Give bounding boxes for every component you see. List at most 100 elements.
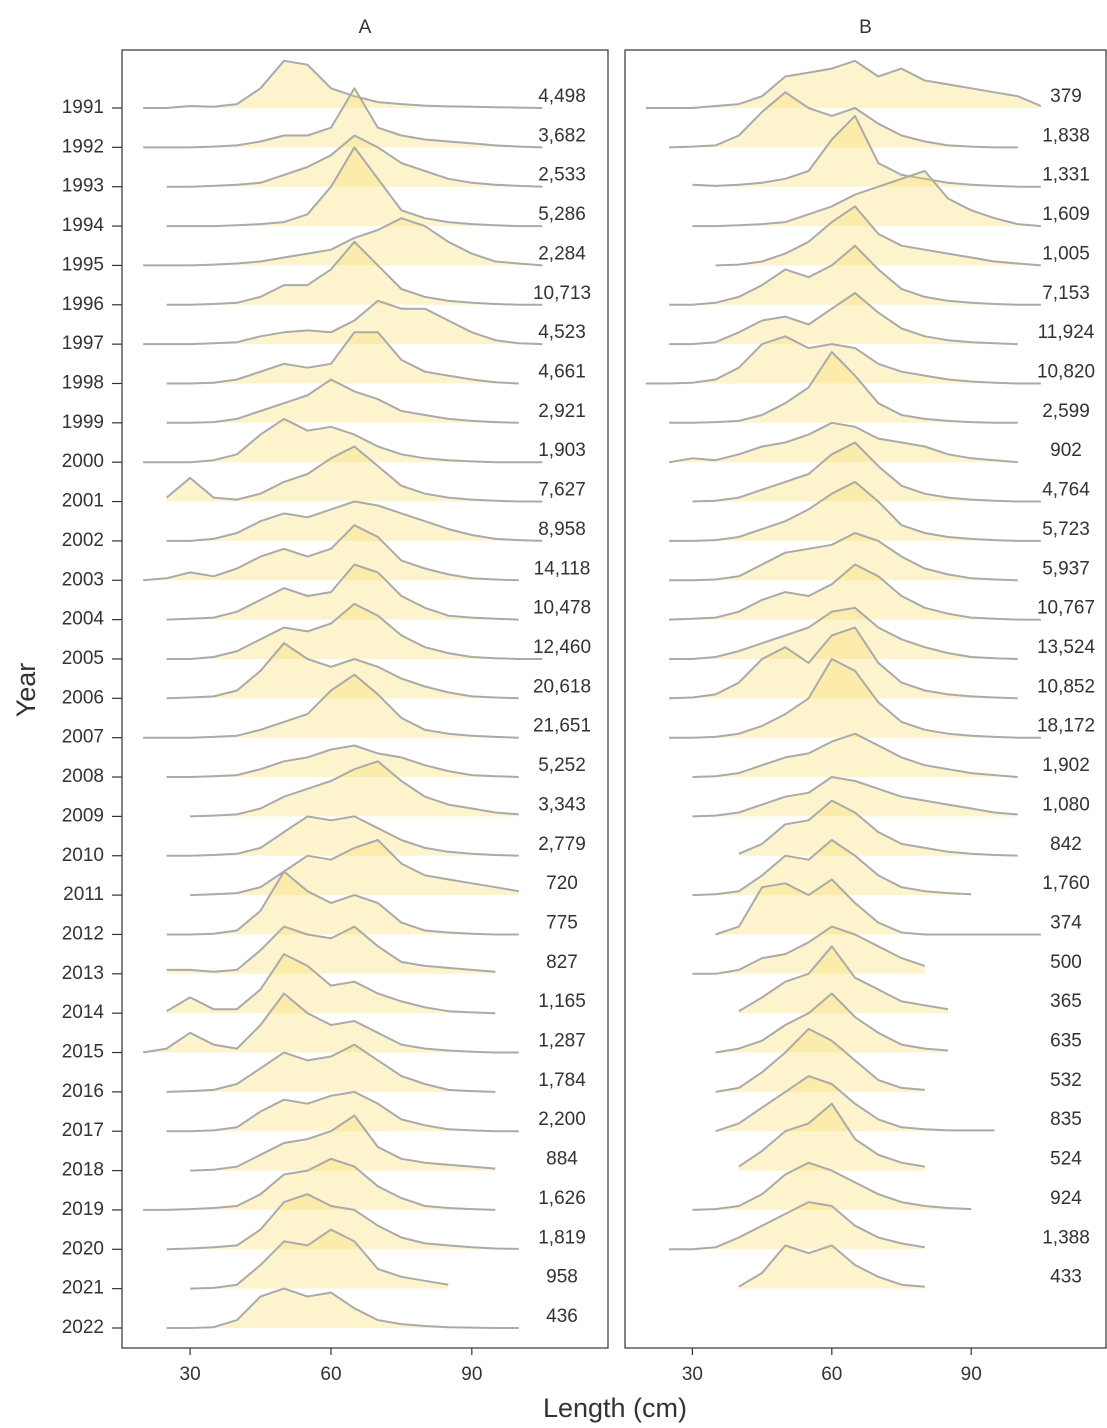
count-label: 433 — [1050, 1267, 1082, 1288]
ridge-line — [143, 1157, 496, 1211]
ridge-line — [692, 732, 1018, 778]
ridge-area — [692, 1162, 972, 1210]
count-label: 4,523 — [538, 322, 586, 343]
ridge-area — [692, 840, 972, 896]
y-tick-label: 1999 — [62, 412, 104, 433]
y-tick-label: 2019 — [62, 1199, 104, 1220]
ridge-line — [166, 1090, 519, 1133]
ridge-area — [166, 446, 543, 502]
count-label: 2,533 — [538, 165, 586, 186]
y-tick-label: 2021 — [62, 1278, 104, 1299]
count-label: 827 — [546, 952, 578, 973]
ridge-area — [669, 245, 1041, 305]
ridge-area — [143, 218, 543, 266]
y-tick-label: 2005 — [62, 648, 104, 669]
ridge-line — [715, 1075, 995, 1133]
ridge-line — [166, 744, 519, 778]
ridge-area — [166, 379, 519, 423]
y-tick-label: 1997 — [62, 333, 104, 354]
y-tick-label: 2014 — [62, 1002, 105, 1023]
ridge-line — [143, 524, 519, 582]
ridge-area — [166, 1091, 519, 1132]
ridge-line — [668, 421, 1018, 464]
ridge-area — [692, 442, 1041, 502]
ridge-area — [143, 418, 543, 463]
count-label: 5,286 — [538, 204, 586, 225]
panel-title: B — [859, 17, 872, 38]
count-label: 14,118 — [534, 558, 591, 579]
panel-title: A — [359, 17, 372, 38]
ridge-line — [143, 217, 543, 267]
count-label: 1,080 — [1042, 794, 1090, 815]
ridge-area — [669, 1202, 925, 1250]
count-label: 1,609 — [1042, 204, 1090, 225]
ridge-line — [166, 1043, 496, 1093]
ridge-line — [166, 953, 496, 1015]
ridge-area — [166, 603, 543, 659]
x-tick-label: 30 — [180, 1364, 201, 1385]
ridge-line — [143, 299, 543, 346]
ridge-line — [738, 799, 1018, 857]
ridge-area — [166, 135, 543, 187]
y-tick-label: 2003 — [62, 569, 104, 590]
x-tick-label: 60 — [320, 1364, 341, 1385]
ridge-area — [166, 954, 496, 1014]
count-label: 3,343 — [538, 794, 586, 815]
ridge-area — [166, 926, 496, 974]
ridge-area — [715, 1076, 995, 1132]
ridge-area — [190, 1229, 449, 1289]
ridge-line — [166, 563, 519, 621]
ridge-line — [166, 870, 519, 936]
y-tick-label: 2022 — [62, 1317, 104, 1338]
ridge-area — [166, 1194, 519, 1250]
ridge-line — [166, 331, 519, 385]
y-tick-label: 2001 — [62, 491, 104, 512]
ridge-line — [692, 776, 1018, 818]
x-tick-label: 90 — [461, 1364, 482, 1385]
ridge-line — [166, 500, 543, 542]
ridge-area — [143, 674, 519, 738]
ridge-line — [166, 815, 519, 857]
ridge-area — [738, 946, 948, 1014]
panel: 379 1,838 1,331 1,609 1,005 7,153 11,924 10,820… — [645, 59, 1095, 1289]
count-label: 11,924 — [1038, 322, 1095, 343]
ridge-area — [190, 1115, 496, 1171]
count-label: 958 — [546, 1267, 578, 1288]
ridge-area — [692, 926, 925, 974]
y-tick-label: 2008 — [62, 766, 104, 787]
count-label: 524 — [1050, 1149, 1082, 1170]
ridge-area — [143, 1158, 496, 1210]
ridge-line — [166, 925, 496, 973]
count-label: 2,779 — [538, 834, 586, 855]
ridge-area — [166, 745, 519, 777]
ridge-area — [190, 840, 519, 896]
count-label: 10,852 — [1037, 676, 1095, 697]
ridge-area — [143, 525, 519, 581]
count-label: 4,764 — [1042, 480, 1090, 501]
ridge-area — [166, 501, 543, 541]
count-label: 635 — [1050, 1031, 1082, 1052]
count-label: 1,902 — [1042, 755, 1090, 776]
ridge-line — [738, 945, 949, 1013]
x-axis-title: Length (cm) — [543, 1393, 687, 1423]
count-label: 8,958 — [538, 519, 586, 540]
ridge-line — [166, 146, 543, 228]
y-tick-label: 1998 — [62, 372, 104, 393]
count-label: 720 — [546, 873, 578, 894]
y-axis-title: Year — [11, 663, 41, 718]
ridge-area — [692, 777, 1018, 817]
ridge-line — [669, 606, 1018, 660]
y-tick-label: 2015 — [62, 1042, 104, 1063]
count-label: 21,651 — [533, 716, 591, 737]
count-label: 1,819 — [538, 1227, 586, 1248]
ridge-area — [669, 352, 1018, 423]
ridge-line — [669, 480, 1041, 542]
ridge-line — [669, 351, 1018, 424]
ridge-area — [645, 60, 1041, 108]
count-label: 4,661 — [538, 361, 586, 382]
ridge-line — [669, 292, 1018, 346]
ridge-area — [645, 336, 1041, 384]
ridge-area — [166, 564, 519, 620]
ridge-area — [692, 171, 1041, 227]
